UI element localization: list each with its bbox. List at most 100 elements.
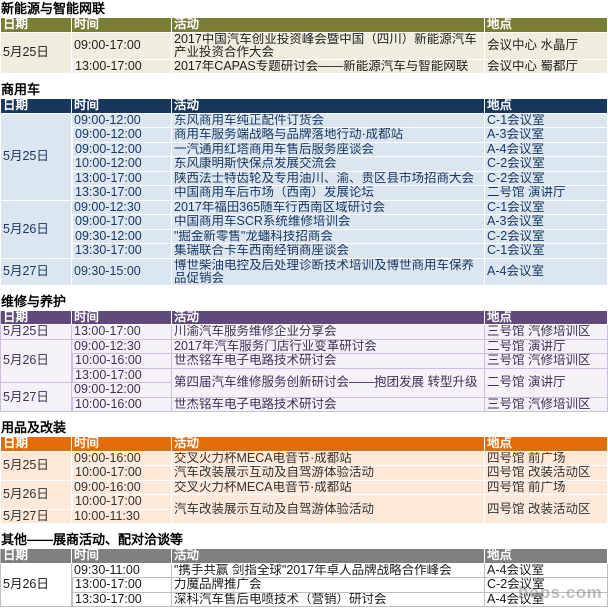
location-cell: 会议中心 水晶厅 — [485, 32, 608, 60]
activity-cell: 中国商用车后市场（西南）发展论坛 — [172, 186, 485, 201]
table-row: 13:00-17:00 2017年CAPAS专题研讨会——新能源汽车与智能网联 会议… — [0, 59, 608, 74]
schedule-table-commercial-vehicle: 日期 时间 活动 地点 5月25日 09:00-12:00 东风商用车纯正配件订货会 C-1会… — [0, 99, 608, 286]
location-cell: 四号馆 改装活动区 — [485, 495, 608, 524]
date-cell: 5月27日 — [0, 258, 72, 286]
section-title-accessories-tuning: 用品及改装 — [1, 420, 67, 435]
activity-cell: 东风康明斯快保点发展交流会 — [172, 157, 485, 172]
column-header-activity: 活动 — [172, 18, 485, 33]
table-row: 10:00-17:00 汽车改装展示互动及自驾游体验活动 四号馆 改装活动区 — [0, 495, 608, 524]
column-header-location: 地点 — [485, 549, 608, 564]
location-cell: A-3会议室 — [485, 215, 608, 230]
column-header-date: 日期 — [0, 18, 72, 33]
activity-cell: 一汽通用红塔商用车售后服务座谈会 — [172, 142, 485, 157]
location-cell: C-2会议室 — [485, 578, 608, 593]
activity-cell: 博世柴油电控及后处理诊断技术培训及博世商用车保养品促销会 — [172, 258, 485, 286]
date-cell: 5月26日 — [0, 200, 72, 259]
header-row: 日期 时间 活动 地点 — [0, 549, 608, 564]
section-title-others: 其他——展商活动、配对洽谈等 — [1, 532, 184, 547]
location-cell: C-1会议室 — [485, 113, 608, 128]
time-cell: 09:30-11:00 — [72, 563, 172, 578]
date-cell: 5月26日 — [0, 339, 72, 383]
column-header-activity: 活动 — [172, 437, 485, 452]
column-header-date: 日期 — [0, 99, 72, 114]
location-cell: C-1会议室 — [485, 244, 608, 259]
location-cell: 四号馆 前广场 — [485, 451, 608, 466]
time-cell: 09:00-12:00 — [72, 383, 172, 398]
activity-cell: 第四届汽车维修服务创新研讨会——抱团发展 转型升级 — [172, 368, 485, 398]
date-cell: 5月25日 — [0, 113, 72, 201]
table-row: 13:30-17:00 集瑞联合卡车西南经销商座谈会 C-1会议室 — [0, 244, 608, 259]
time-cell: 09:00-12:30 — [72, 200, 172, 215]
activity-cell: 汽车改装展示互动及自驾游体验活动 — [172, 466, 485, 481]
date-cell: 5月27日 — [0, 383, 72, 412]
activity-cell: 2017年福田365随车行西南区域研讨会 — [172, 200, 485, 215]
activity-cell: 交叉火力杯MECA电音节·成都站 — [172, 480, 485, 495]
time-cell: 13:00-17:00 — [72, 578, 172, 593]
table-row: 09:00-17:00 中国商用车SCR系统维修培训会 A-3会议室 — [0, 215, 608, 230]
column-header-time: 时间 — [72, 549, 172, 564]
table-row: 5月26日 09:30-11:00 "携手共赢 剑指全球"2017年卓人品牌战略合作… — [0, 563, 608, 607]
location-cell: 四号馆 改装活动区 — [485, 466, 608, 481]
table-row: 13:00-17:00 第四届汽车维修服务创新研讨会——抱团发展 转型升级 二号馆 … — [0, 368, 608, 398]
section-title-new-energy: 新能源与智能网联 — [1, 1, 106, 16]
schedule-table-new-energy: 日期 时间 活动 地点 5月25日 09:00-17:00 2017中国汽车创业投资峰会暨中… — [0, 18, 608, 74]
location-cell: A-4会议室 — [485, 592, 608, 607]
activity-cell: 陕西法士特齿轮及专用油川、渝、贵区县市场招商大会 — [172, 171, 485, 186]
date-cell: 5月26日 — [0, 563, 72, 607]
activity-cell: 汽车改装展示互动及自驾游体验活动 — [172, 495, 485, 524]
location-cell: 三号馆 汽修培训区 — [485, 325, 608, 340]
date-cell: 5月27日 — [0, 509, 72, 524]
time-cell: 13:00-17:00 — [72, 325, 172, 340]
time-cell: 10:00-11:30 — [72, 509, 172, 524]
activity-cell: 力魔品牌推广会 — [172, 578, 485, 593]
time-cell: 09:30-15:00 — [72, 258, 172, 286]
location-cell: C-2会议室 — [485, 171, 608, 186]
time-cell: 09:00-17:00 — [72, 215, 172, 230]
time-cell: 13:30-17:00 — [72, 244, 172, 259]
table-row: 13:30-17:00 深科汽车售后电喷技术（营销）研讨会 A-4会议室 — [0, 592, 608, 607]
activity-cell: "掘金新零售"龙蟠科技招商会 — [172, 229, 485, 244]
column-header-location: 地点 — [485, 437, 608, 452]
location-cell: C-2会议室 — [485, 229, 608, 244]
column-header-date: 日期 — [0, 310, 72, 325]
date-cell: 5月25日 — [0, 325, 72, 340]
location-cell: A-3会议室 — [485, 128, 608, 143]
table-row: 5月26日 09:00-16:00 交叉火力杯MECA电音节·成都站 四号馆 前广场 — [0, 480, 608, 510]
location-cell: 二号馆 演讲厅 — [485, 186, 608, 201]
time-cell: 09:00-12:00 — [72, 113, 172, 128]
table-row: 5月25日 13:00-17:00 川渝汽车服务维修企业分享会 三号馆 汽修培训区 — [0, 325, 608, 340]
header-row: 日期 时间 活动 地点 — [0, 437, 608, 452]
location-cell: C-1会议室 — [485, 200, 608, 215]
table-row: 5月27日 10:00-11:30 — [0, 509, 608, 524]
section-title-maintenance: 维修与养护 — [1, 293, 67, 309]
table-row: 5月26日 09:00-12:30 2017年汽车服务门店行业变革研讨会 二号馆 演讲… — [0, 339, 608, 383]
date-cell: 5月25日 — [0, 451, 72, 481]
header-row: 日期 时间 活动 地点 — [0, 99, 608, 114]
schedule-table-others: 日期 时间 活动 地点 5月26日 09:30-11:00 "携手共赢 剑指全球"2017年… — [0, 549, 608, 607]
time-cell: 13:30-17:00 — [72, 592, 172, 607]
column-header-time: 时间 — [72, 310, 172, 325]
activity-cell: 深科汽车售后电喷技术（营销）研讨会 — [172, 592, 485, 607]
table-row: 5月25日 09:00-17:00 2017中国汽车创业投资峰会暨中国（四川）新能源… — [0, 32, 608, 74]
activity-cell: 世杰铭车电子电路技术研讨会 — [172, 354, 485, 369]
time-cell: 09:00-16:00 — [72, 480, 172, 495]
location-cell: 四号馆 前广场 — [485, 480, 608, 495]
column-header-location: 地点 — [485, 310, 608, 325]
column-header-time: 时间 — [72, 18, 172, 33]
location-cell: A-4会议室 — [485, 258, 608, 286]
activity-cell: 世杰铭车电子电路技术研讨会 — [172, 397, 485, 412]
activity-cell: 商用车服务端战略与品牌落地行动·成都站 — [172, 128, 485, 143]
column-header-date: 日期 — [0, 437, 72, 452]
table-row: 13:30-17:00 中国商用车后市场（西南）发展论坛 二号馆 演讲厅 — [0, 186, 608, 201]
date-cell: 5月25日 — [0, 32, 72, 74]
activity-cell: "携手共赢 剑指全球"2017年卓人品牌战略合作峰会 — [172, 563, 485, 578]
table-row: 5月25日 09:00-12:00 东风商用车纯正配件订货会 C-1会议室 — [0, 113, 608, 201]
time-cell: 09:00-12:30 — [72, 339, 172, 354]
column-header-time: 时间 — [72, 99, 172, 114]
activity-cell: 交叉火力杯MECA电音节·成都站 — [172, 451, 485, 466]
activity-cell: 中国商用车SCR系统维修培训会 — [172, 215, 485, 230]
table-row: 10:00-17:00 汽车改装展示互动及自驾游体验活动 四号馆 改装活动区 — [0, 466, 608, 481]
column-header-time: 时间 — [72, 437, 172, 452]
activity-cell: 2017年汽车服务门店行业变革研讨会 — [172, 339, 485, 354]
